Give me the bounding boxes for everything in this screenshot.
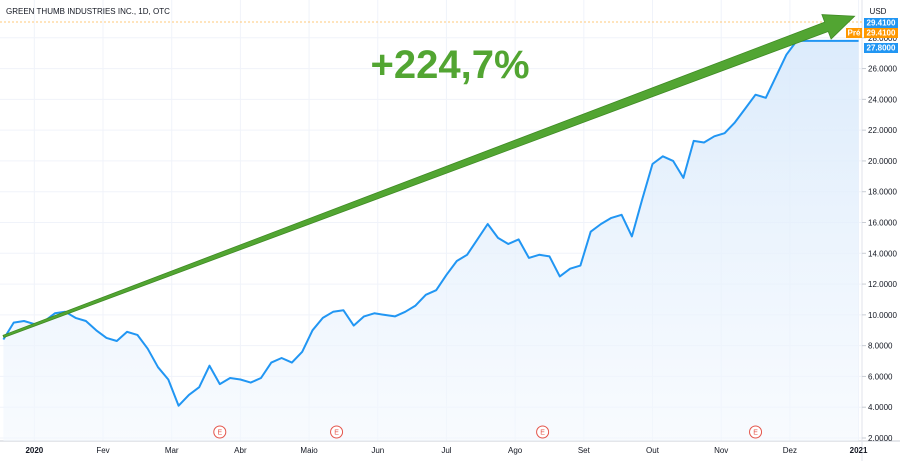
y-tick-label: 26.0000 — [868, 65, 897, 74]
price-badge-value: 29.4100 — [867, 19, 896, 28]
earnings-marker-label: E — [334, 430, 339, 437]
y-tick-label: 6.0000 — [868, 372, 893, 381]
x-tick-label: Out — [646, 446, 660, 455]
x-tick-label: Jul — [441, 446, 451, 455]
price-badge-value: 29.4100 — [867, 29, 896, 38]
price-badge-tag — [846, 28, 862, 38]
trend-arrow-shape — [2, 14, 856, 339]
x-tick-label: Fev — [96, 446, 109, 455]
price-line — [2, 39, 859, 407]
x-tick-label: 2020 — [25, 446, 43, 455]
currency-label: USD — [870, 7, 887, 16]
price-badge — [864, 18, 898, 28]
price-badge — [864, 28, 898, 38]
y-tick-label: 8.0000 — [868, 342, 893, 351]
y-tick-label: 12.0000 — [868, 280, 897, 289]
y-tick-label: 28.0000 — [868, 34, 897, 43]
y-tick-label: 4.0000 — [868, 403, 893, 412]
earnings-marker[interactable] — [330, 425, 344, 439]
earnings-marker[interactable] — [749, 425, 763, 439]
x-tick-label: Maio — [300, 446, 318, 455]
x-tick-label: Jun — [371, 446, 384, 455]
earnings-marker[interactable] — [536, 425, 550, 439]
x-tick-label: 2021 — [850, 446, 868, 455]
price-series-line — [2, 39, 859, 407]
y-tick-label: 24.0000 — [868, 95, 897, 104]
earnings-marker[interactable] — [213, 425, 227, 439]
x-tick-label: Abr — [234, 446, 247, 455]
x-axis-ticks: 2020 Fev Mar Abr Maio Jun Jul Ago Set Out Nov Dez 20… — [25, 446, 868, 455]
price-badge-value: 27.8000 — [867, 44, 896, 53]
earnings-marker-label: E — [753, 430, 758, 437]
x-tick-label: Set — [578, 446, 591, 455]
y-tick-label: 18.0000 — [868, 188, 897, 197]
x-tick-label: Ago — [508, 446, 523, 455]
x-tick-label: Nov — [714, 446, 728, 455]
price-badges: 29.4100 Pré 29.4100 27.8000 — [846, 18, 898, 53]
price-area — [3, 40, 859, 442]
y-tick-label: 14.0000 — [868, 249, 897, 258]
percent-change-label: +224,7% — [370, 43, 529, 87]
price-area-fill — [3, 40, 859, 442]
y-tick-label: 2.0000 — [868, 434, 893, 443]
price-badge — [864, 43, 898, 53]
y-tick-label: 16.0000 — [868, 219, 897, 228]
y-tick-label: 10.0000 — [868, 311, 897, 320]
x-tick-label: Mar — [165, 446, 179, 455]
y-axis-ticks: 2.0000 4.0000 6.0000 8.0000 10.0000 12.0000 14… — [862, 34, 897, 443]
earnings-marker-label: E — [540, 430, 545, 437]
chart-title: GREEN THUMB INDUSTRIES INC., 1D, OTC — [6, 7, 170, 16]
x-tick-label: Dez — [783, 446, 797, 455]
trend-arrow — [2, 14, 856, 339]
y-tick-label: 20.0000 — [868, 157, 897, 166]
earnings-marker-label: E — [217, 430, 222, 437]
y-tick-label: 22.0000 — [868, 126, 897, 135]
price-badge-tag-label: Pré — [848, 29, 861, 38]
